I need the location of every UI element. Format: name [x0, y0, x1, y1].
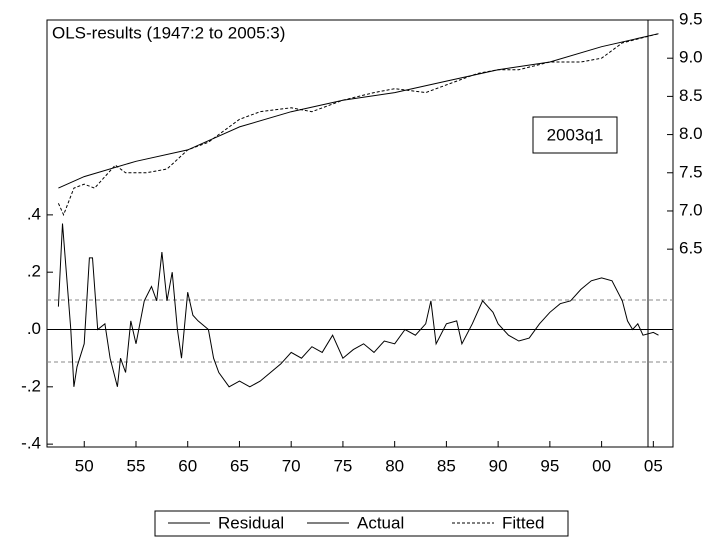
x-tick-label: 70: [282, 456, 301, 475]
series-line: [57, 33, 659, 217]
x-tick-label: 80: [385, 456, 404, 475]
y2-tick-label: 6.5: [679, 239, 703, 258]
x-tick-label: 65: [230, 456, 249, 475]
y-tick-label: -.2: [21, 376, 41, 395]
x-tick-label: 75: [333, 456, 352, 475]
y2-tick-label: 7.5: [679, 162, 703, 181]
y2-tick-label: 9.0: [679, 48, 703, 67]
x-tick-label: 95: [540, 456, 559, 475]
x-tick-label: 60: [178, 456, 197, 475]
legend: [154, 510, 569, 537]
y-tick-label: .4: [27, 204, 41, 223]
y-tick-label: .2: [27, 262, 41, 281]
x-tick-label: 55: [127, 456, 146, 475]
chart-title: OLS-results (1947:2 to 2005:3): [52, 23, 285, 42]
x-tick-label: 85: [437, 456, 456, 475]
y2-tick-label: 8.5: [679, 86, 703, 105]
annotation-box: [532, 116, 618, 154]
series-line: [58, 33, 659, 189]
annotation: 2003q1: [547, 125, 604, 144]
y-tick-label: -.4: [21, 434, 41, 453]
y2-tick-label: 8.0: [679, 124, 703, 143]
plot-frame: [46, 19, 674, 448]
y2-tick-label: 7.0: [679, 200, 703, 219]
x-tick-label: 05: [644, 456, 663, 475]
x-tick-label: 50: [75, 456, 94, 475]
series-line: [57, 223, 659, 388]
x-tick-label: 00: [592, 456, 611, 475]
legend-label: Residual: [218, 513, 284, 532]
y-tick-label: .0: [27, 319, 41, 338]
x-tick-label: 90: [489, 456, 508, 475]
legend-label: Actual: [357, 513, 404, 532]
y2-tick-label: 9.5: [679, 9, 703, 28]
legend-label: Fitted: [502, 513, 545, 532]
